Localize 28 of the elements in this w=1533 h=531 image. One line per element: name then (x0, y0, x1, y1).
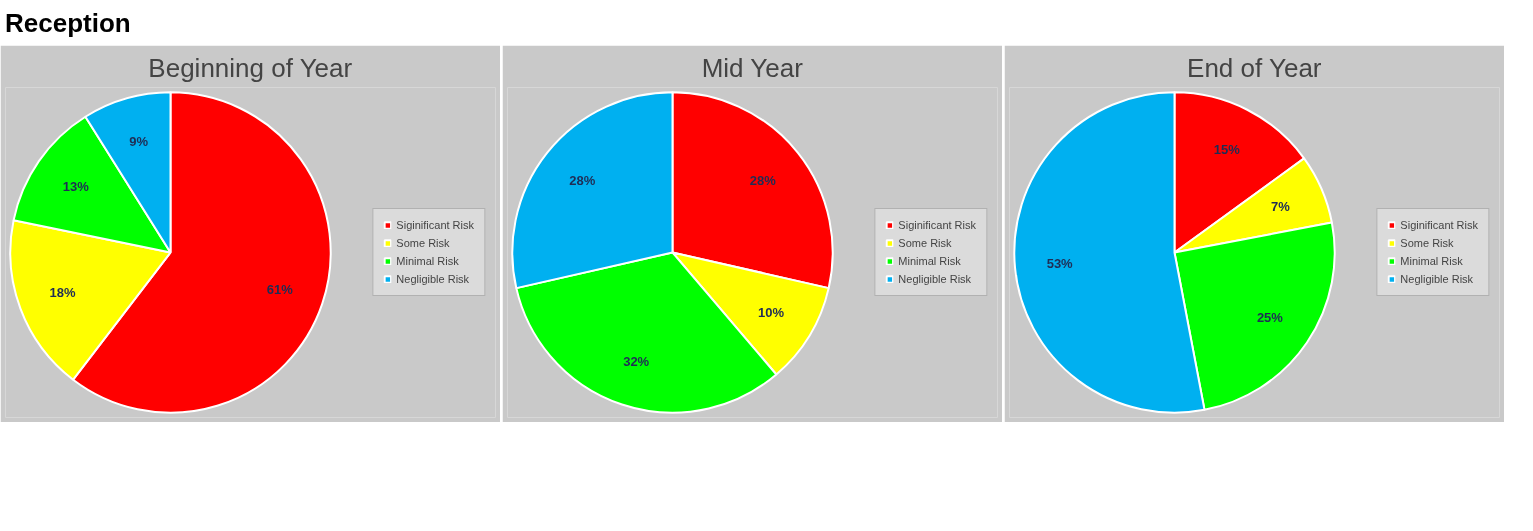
legend-label: Minimal Risk (396, 255, 459, 267)
data-label: 13% (62, 179, 90, 195)
data-label: 18% (49, 285, 76, 301)
data-label: 61% (266, 282, 294, 297)
data-label: 53% (1046, 255, 1074, 271)
legend-label: Minimal Risk (898, 255, 961, 267)
legend-label: Minimal Risk (1400, 255, 1463, 267)
legend-label: Negligible Risk (898, 273, 972, 285)
data-label: 28% (749, 173, 777, 189)
data-label: 32% (623, 354, 650, 370)
data-label: 7% (1270, 199, 1291, 215)
legend-label: Negligible Risk (396, 273, 470, 285)
data-label: 28% (569, 173, 596, 189)
legend-label: Some Risk (1400, 237, 1454, 249)
text: Reception (5, 8, 131, 38)
legend-label: Some Risk (898, 237, 952, 249)
data-label: 10% (758, 304, 785, 320)
legend-label: Siginificant Risk (396, 219, 474, 231)
legend-label: Siginificant Risk (1400, 219, 1478, 231)
legend-label: Siginificant Risk (898, 219, 976, 231)
data-label: 15% (1213, 142, 1241, 158)
chart-title: Mid Year (701, 52, 804, 83)
legend-label: Some Risk (396, 237, 450, 249)
chart-title: End of Year (1187, 52, 1322, 83)
data-label: 9% (129, 134, 149, 150)
legend-label: Negligible Risk (1400, 273, 1474, 285)
chart-title: Beginning of Year (148, 52, 353, 83)
data-label: 25% (1256, 309, 1284, 325)
